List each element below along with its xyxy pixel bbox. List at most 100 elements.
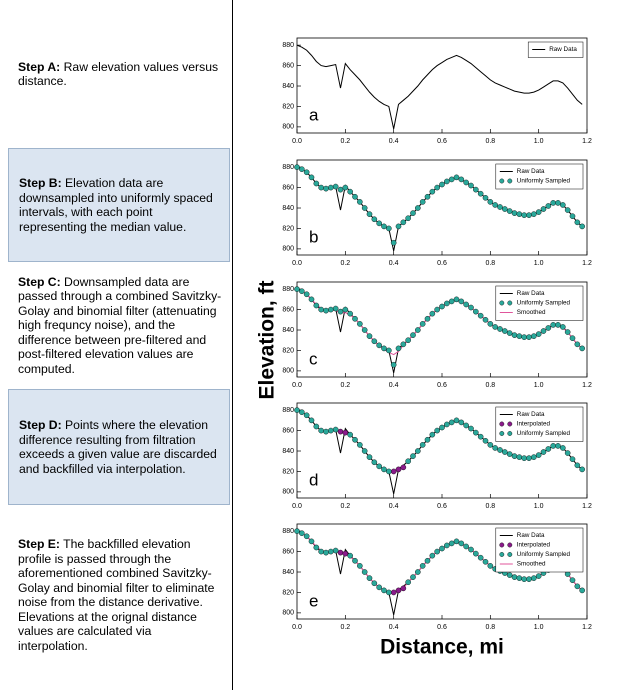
data-point bbox=[410, 210, 416, 216]
data-point bbox=[569, 456, 576, 462]
legend-swatch bbox=[507, 178, 513, 184]
data-point bbox=[347, 188, 353, 195]
data-point bbox=[371, 459, 378, 466]
data-point bbox=[318, 427, 324, 434]
y-tick-label: 820 bbox=[282, 347, 294, 354]
y-tick-label: 800 bbox=[282, 368, 294, 375]
panel: 800 820 840 860 880 0.0 0.2 0.4 0.6 0.8 1.0 1.2 a Raw… bbox=[282, 37, 592, 145]
data-point bbox=[323, 185, 329, 192]
data-point bbox=[564, 207, 571, 213]
data-point bbox=[448, 176, 455, 183]
x-tick-label: 1.0 bbox=[534, 138, 544, 145]
data-point bbox=[361, 569, 368, 575]
data-point bbox=[429, 552, 436, 559]
data-point bbox=[366, 211, 373, 217]
data-point bbox=[535, 209, 542, 215]
data-point bbox=[545, 203, 552, 209]
data-point bbox=[458, 540, 465, 547]
data-point bbox=[337, 308, 344, 315]
data-point bbox=[357, 442, 363, 448]
data-point bbox=[299, 409, 305, 415]
data-point bbox=[502, 206, 508, 212]
y-tick-label: 820 bbox=[282, 589, 294, 596]
x-tick-label: 0.6 bbox=[437, 382, 447, 389]
x-tick-label: 0.0 bbox=[292, 503, 302, 510]
data-point bbox=[511, 574, 518, 580]
x-tick-label: 0.4 bbox=[389, 382, 399, 389]
y-tick-label: 860 bbox=[282, 62, 294, 69]
x-tick-label: 0.2 bbox=[340, 138, 350, 145]
data-point bbox=[492, 445, 498, 451]
data-point bbox=[473, 308, 479, 315]
data-point bbox=[506, 330, 513, 336]
legend-label: Smoothed bbox=[517, 309, 546, 316]
x-tick-label: 0.6 bbox=[437, 260, 447, 267]
data-point bbox=[371, 580, 378, 587]
data-point bbox=[352, 557, 358, 564]
data-point bbox=[477, 554, 484, 561]
data-point bbox=[294, 407, 300, 413]
data-point bbox=[332, 547, 339, 554]
y-tick-label: 880 bbox=[282, 528, 294, 535]
data-point bbox=[347, 310, 353, 317]
data-point bbox=[540, 206, 547, 212]
legend-label: Interpolated bbox=[517, 542, 551, 549]
data-point bbox=[415, 205, 421, 211]
legend-swatch bbox=[507, 421, 513, 427]
x-tick-label: 0.0 bbox=[292, 624, 302, 631]
data-point bbox=[361, 205, 368, 211]
x-tick-label: 0.6 bbox=[437, 503, 447, 510]
legend-label: Uniformly Sampled bbox=[517, 178, 571, 185]
data-point bbox=[313, 423, 320, 430]
data-point bbox=[463, 179, 469, 186]
data-point bbox=[521, 455, 527, 461]
data-point bbox=[492, 324, 498, 330]
x-tick-label: 0.8 bbox=[485, 260, 495, 267]
data-point bbox=[366, 575, 373, 581]
x-tick-label: 0.2 bbox=[340, 624, 350, 631]
y-tick-label: 880 bbox=[282, 286, 294, 293]
y-tick-label: 840 bbox=[282, 448, 294, 455]
panel-label: a bbox=[309, 105, 319, 124]
y-tick-label: 800 bbox=[282, 489, 294, 496]
data-point bbox=[434, 184, 440, 191]
data-point bbox=[564, 329, 571, 335]
data-point bbox=[313, 180, 320, 187]
legend-swatch bbox=[499, 421, 505, 427]
data-point bbox=[502, 449, 508, 455]
data-point bbox=[579, 587, 585, 594]
x-tick-label: 0.6 bbox=[437, 624, 447, 631]
legend-swatch bbox=[499, 431, 505, 436]
data-point bbox=[516, 575, 523, 581]
x-tick-label: 1.0 bbox=[534, 382, 544, 389]
data-point bbox=[560, 324, 566, 330]
legend-label: Uniformly Sampled bbox=[517, 300, 571, 307]
data-point bbox=[303, 533, 310, 540]
x-tick-label: 0.4 bbox=[389, 260, 399, 267]
data-point bbox=[439, 181, 445, 188]
data-point bbox=[458, 298, 465, 305]
data-point bbox=[555, 322, 561, 328]
data-point bbox=[308, 538, 315, 545]
data-point bbox=[444, 178, 450, 185]
data-point bbox=[386, 225, 392, 232]
data-point bbox=[419, 321, 426, 327]
data-point bbox=[516, 333, 523, 339]
data-point bbox=[424, 557, 431, 564]
y-tick-label: 880 bbox=[282, 164, 294, 171]
panel: 800 820 840 860 880 0.0 0.2 0.4 0.6 0.8 1.0 1.2 b Raw… bbox=[282, 159, 592, 267]
data-point bbox=[308, 296, 315, 303]
data-point bbox=[381, 587, 387, 594]
data-point bbox=[463, 422, 469, 429]
data-point bbox=[468, 182, 474, 189]
x-tick-label: 1.2 bbox=[582, 382, 592, 389]
data-point bbox=[497, 326, 503, 332]
data-point bbox=[521, 576, 527, 582]
data-point bbox=[342, 550, 349, 557]
data-point bbox=[424, 193, 431, 200]
data-point bbox=[381, 223, 387, 230]
data-point bbox=[468, 425, 474, 432]
data-point bbox=[347, 552, 353, 559]
x-tick-label: 1.0 bbox=[534, 624, 544, 631]
